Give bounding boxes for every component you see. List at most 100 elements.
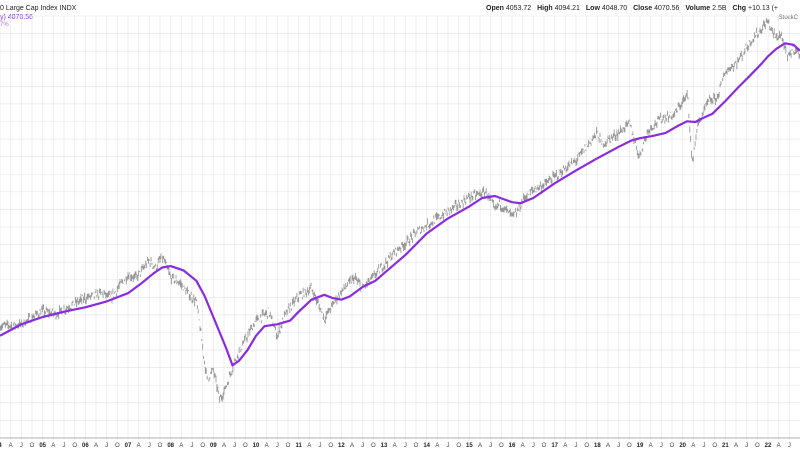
x-tick-label: J	[703, 443, 706, 449]
moving-average-line	[0, 42, 800, 367]
open-value: 4053.72	[505, 5, 532, 12]
x-tick-label: 4	[0, 443, 2, 449]
x-tick-label: A	[734, 443, 738, 449]
x-tick-label: 06	[82, 443, 89, 449]
x-tick-label: A	[51, 443, 55, 449]
x-tick-label: A	[435, 443, 439, 449]
x-tick-label: 16	[509, 443, 516, 449]
ma-legend: y) 4070.56	[0, 14, 34, 21]
x-tick-label: J	[447, 443, 450, 449]
x-tick-label: A	[691, 443, 695, 449]
change-value: +10.13 (+	[748, 5, 778, 12]
x-tick-label: O	[712, 443, 717, 449]
x-tick-label: J	[361, 443, 364, 449]
x-tick-label: 18	[594, 443, 601, 449]
x-tick-label: O	[72, 443, 77, 449]
x-tick-label: J	[575, 443, 578, 449]
change-label: Chg	[732, 5, 747, 12]
x-tick-label: J	[745, 443, 748, 449]
x-tick-label: O	[414, 443, 419, 449]
x-tick-label: J	[191, 443, 194, 449]
ma-legend-sub: 7%	[0, 22, 9, 28]
close-value: 4070.56	[654, 5, 680, 12]
close-label: Close	[633, 5, 653, 12]
volume-label: Volume	[685, 5, 711, 12]
chart-plot	[0, 18, 800, 403]
x-tick-label: J	[489, 443, 492, 449]
x-tick-label: A	[179, 443, 183, 449]
high-value: 4094.21	[554, 5, 580, 12]
x-tick-label: J	[788, 443, 791, 449]
x-tick-label: O	[627, 443, 632, 449]
chart-grid	[0, 15, 800, 439]
x-tick-label: A	[649, 443, 653, 449]
x-tick-label: O	[200, 443, 205, 449]
x-tick-label: O	[158, 443, 163, 449]
x-tick-label: 13	[381, 443, 388, 449]
x-tick-label: O	[286, 443, 291, 449]
x-tick-label: 21	[722, 443, 729, 449]
x-tick-label: A	[350, 443, 354, 449]
x-tick-label: A	[777, 443, 781, 449]
x-tick-label: 19	[637, 443, 644, 449]
x-tick-label: 08	[167, 443, 174, 449]
x-tick-label: 15	[466, 443, 473, 449]
x-tick-label: A	[563, 443, 567, 449]
x-tick-label: O	[670, 443, 675, 449]
x-tick-label: 09	[210, 443, 217, 449]
price-series-line	[0, 18, 800, 403]
chart-title-text: 0 Large Cap Index INDX	[0, 5, 76, 12]
low-label: Low	[585, 5, 600, 12]
x-tick-label: A	[307, 443, 311, 449]
x-tick-label: 22	[765, 443, 772, 449]
x-tick-label: O	[456, 443, 461, 449]
x-tick-label: 20	[679, 443, 686, 449]
x-tick-label: O	[542, 443, 547, 449]
x-tick-label: 12	[338, 443, 345, 449]
x-tick-label: 07	[125, 443, 132, 449]
x-tick-label: O	[243, 443, 248, 449]
x-tick-label: A	[94, 443, 98, 449]
x-tick-label: O	[499, 443, 504, 449]
x-tick-label: O	[328, 443, 333, 449]
x-tick-label: O	[755, 443, 760, 449]
x-tick-label: J	[20, 443, 23, 449]
x-tick-label: A	[478, 443, 482, 449]
x-tick-label: J	[319, 443, 322, 449]
x-tick-label: O	[115, 443, 120, 449]
x-tick-label: J	[105, 443, 108, 449]
x-tick-label: J	[660, 443, 663, 449]
x-axis: 4AJO05AJO06AJO07AJO08AJO09AJO10AJO11AJO1…	[0, 437, 800, 449]
x-tick-label: A	[606, 443, 610, 449]
x-tick-label: A	[137, 443, 141, 449]
x-tick-label: O	[584, 443, 589, 449]
x-tick-label: O	[30, 443, 35, 449]
x-tick-label: J	[532, 443, 535, 449]
x-tick-label: 14	[423, 443, 430, 449]
x-tick-label: J	[233, 443, 236, 449]
index-name: 0 Large Cap Index	[0, 5, 58, 12]
x-tick-label: J	[617, 443, 620, 449]
x-tick-label: 17	[551, 443, 558, 449]
x-tick-label: 05	[39, 443, 46, 449]
x-tick-label: J	[404, 443, 407, 449]
open-label: Open	[486, 5, 504, 12]
x-tick-label: A	[222, 443, 226, 449]
ohlc-readout: Open 4053.72 High 4094.21 Low 4048.70 Cl…	[482, 5, 778, 12]
high-label: High	[537, 5, 553, 12]
x-tick-label: J	[63, 443, 66, 449]
x-tick-label: 11	[295, 443, 302, 449]
low-value: 4048.70	[601, 5, 628, 12]
x-tick-label: A	[393, 443, 397, 449]
x-tick-label: A	[9, 443, 13, 449]
x-tick-label: J	[276, 443, 279, 449]
x-tick-label: J	[148, 443, 151, 449]
x-tick-label: A	[265, 443, 269, 449]
volume-value: 2.5B	[712, 5, 727, 12]
exchange-label: INDX	[59, 5, 77, 12]
x-tick-label: A	[521, 443, 525, 449]
x-tick-label: O	[371, 443, 376, 449]
x-tick-label: 10	[253, 443, 260, 449]
brand-watermark: StockC	[778, 15, 798, 21]
